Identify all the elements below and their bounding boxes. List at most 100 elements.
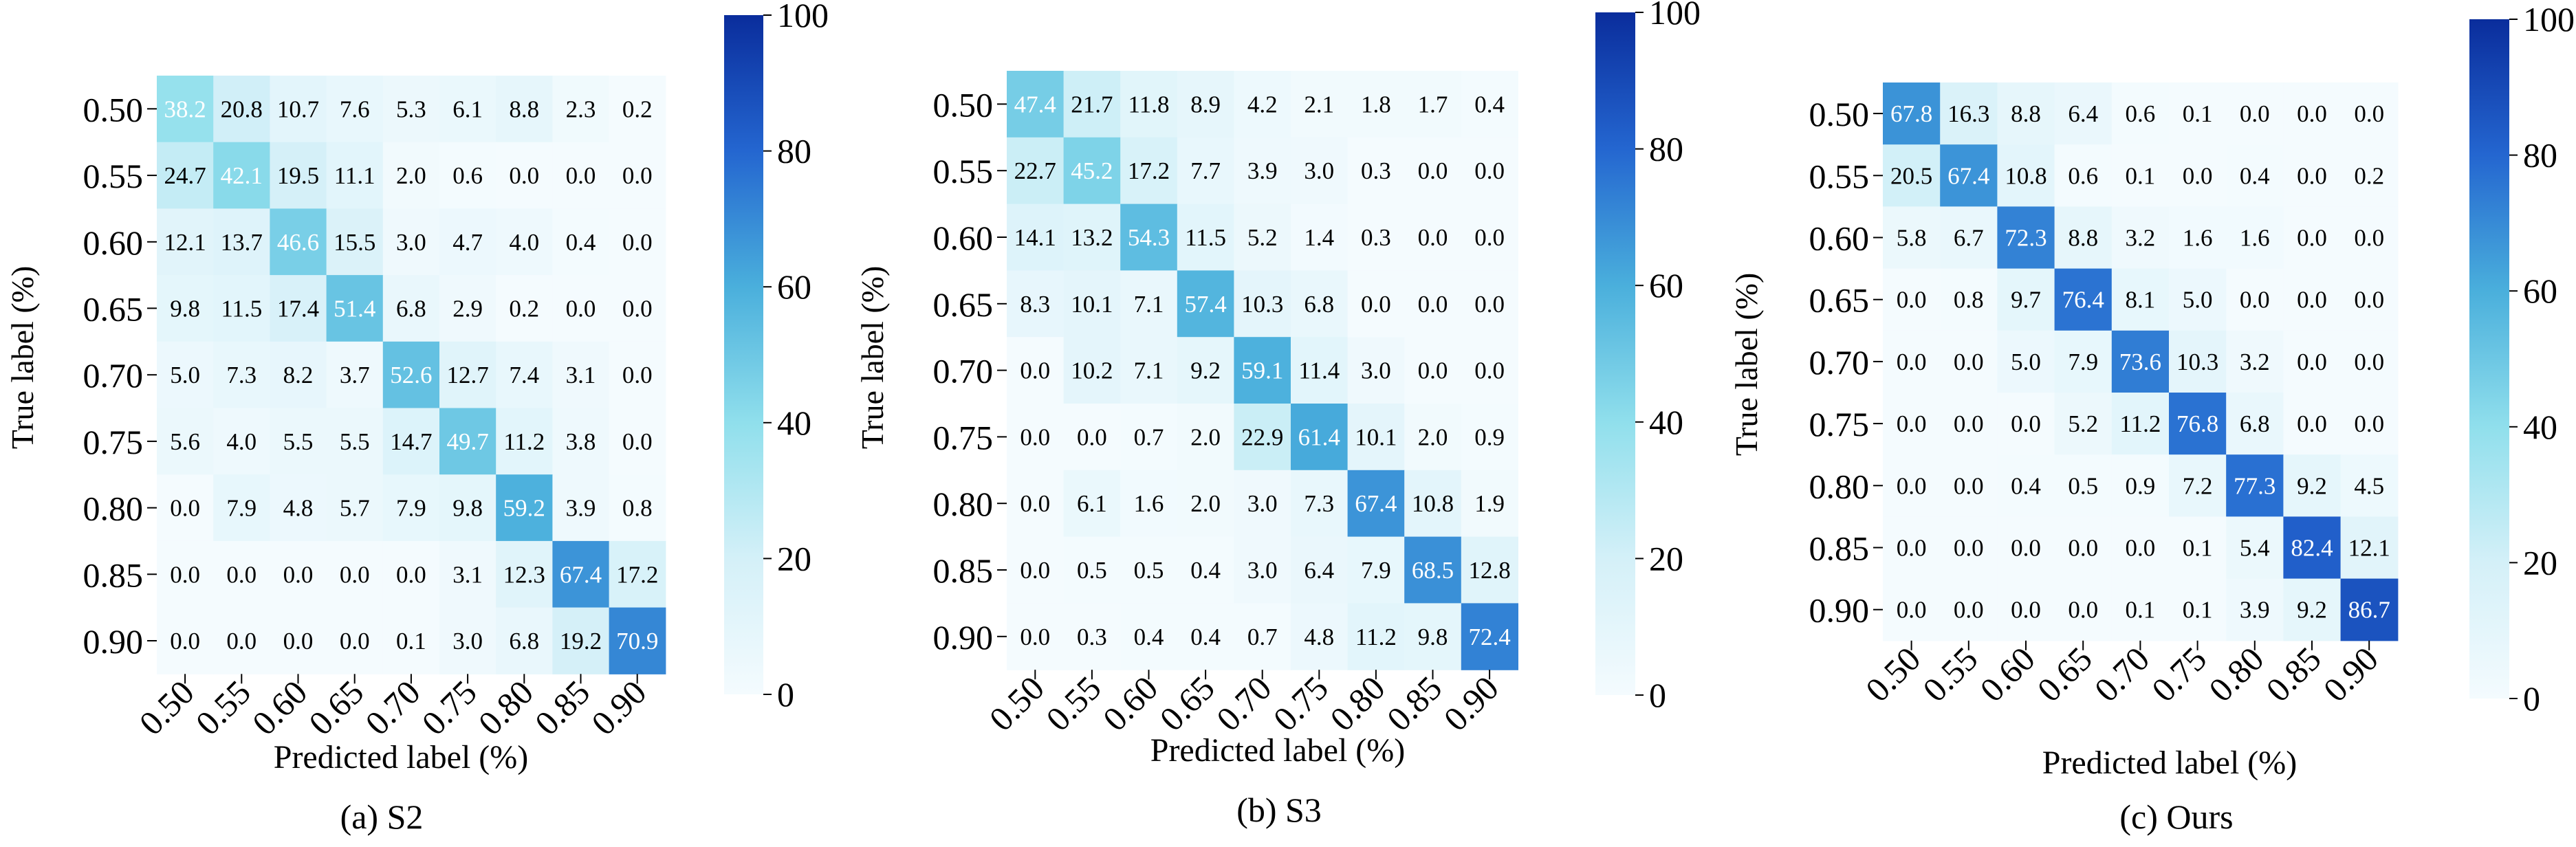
cell-value-label: 47.4 bbox=[1014, 91, 1056, 118]
heatmap-cell bbox=[326, 208, 384, 276]
cell-value-label: 0.0 bbox=[1897, 410, 1927, 437]
heatmap-cell bbox=[382, 540, 440, 608]
heatmap-cell bbox=[1177, 536, 1234, 604]
cell-value-label: 0.6 bbox=[2126, 100, 2156, 127]
cell-value-label: 0.7 bbox=[1134, 424, 1164, 450]
cell-value-label: 0.4 bbox=[2240, 162, 2270, 189]
x-tick-label: 0.50 bbox=[982, 668, 1051, 738]
cell-value-label: 2.3 bbox=[566, 96, 596, 122]
heatmap-cell bbox=[270, 474, 327, 542]
heatmap-cells-c: 67.8 16.3 8.8 6.4 0.6 0.1 0.0 0.0 0.0 20.5 67.4 10.… bbox=[1883, 82, 2399, 641]
cell-value-label: 72.3 bbox=[2005, 225, 2046, 252]
x-tick-label: 0.70 bbox=[1209, 668, 1278, 738]
cell-value-label: 2.0 bbox=[396, 162, 426, 189]
heatmap-cell bbox=[2054, 82, 2113, 145]
cell-value-label: 52.6 bbox=[390, 362, 432, 388]
cell-value-label: 0.0 bbox=[283, 628, 314, 654]
heatmap-cell bbox=[1940, 82, 1998, 145]
heatmap-cell bbox=[157, 474, 214, 542]
cell-value-label: 5.5 bbox=[340, 428, 370, 455]
heatmap-cell bbox=[496, 76, 553, 143]
colorbar-tick-label: 20 bbox=[777, 539, 811, 578]
cell-value-label: 0.0 bbox=[1474, 291, 1505, 318]
heatmap-cell bbox=[2111, 82, 2170, 145]
heatmap-cell bbox=[1007, 270, 1065, 338]
heatmap-cell bbox=[1007, 470, 1065, 538]
cell-value-label: 11.5 bbox=[1185, 224, 1226, 251]
heatmap-cell bbox=[552, 474, 610, 542]
cell-value-label: 67.8 bbox=[1890, 100, 1932, 127]
cell-value-label: 3.0 bbox=[1361, 358, 1391, 384]
cell-value-label: 0.0 bbox=[1020, 424, 1050, 450]
y-tick-label: 0.75 bbox=[83, 423, 144, 461]
cell-value-label: 1.7 bbox=[1418, 91, 1448, 118]
cell-value-label: 0.0 bbox=[622, 296, 653, 322]
heatmap-cell bbox=[1883, 144, 1941, 207]
cell-value-label: 67.4 bbox=[1947, 162, 1989, 189]
cell-value-label: 0.0 bbox=[340, 628, 370, 654]
cell-value-label: 0.1 bbox=[2126, 162, 2156, 189]
heatmap-cell bbox=[2283, 393, 2342, 455]
heatmap-cell bbox=[2283, 516, 2342, 580]
heatmap-cell bbox=[2054, 144, 2113, 207]
heatmap-cell bbox=[1461, 137, 1518, 205]
cell-value-label: 0.4 bbox=[2011, 472, 2041, 499]
cell-value-label: 5.5 bbox=[283, 428, 314, 455]
heatmap-cell bbox=[2169, 330, 2227, 393]
heatmap-cell bbox=[552, 540, 610, 608]
x-tick-labels-a: 0.500.550.600.650.700.750.800.850.90 bbox=[131, 672, 653, 742]
cell-value-label: 0.4 bbox=[1474, 91, 1505, 118]
cell-value-label: 0.0 bbox=[1361, 291, 1391, 318]
cell-value-label: 3.7 bbox=[340, 362, 370, 388]
heatmap-cell bbox=[270, 607, 327, 674]
heatmap-cell bbox=[2054, 578, 2113, 641]
cell-value-label: 20.5 bbox=[1890, 162, 1932, 189]
heatmap-cell bbox=[439, 607, 496, 674]
heatmap-cell bbox=[1404, 404, 1462, 471]
heatmap-cell bbox=[496, 275, 553, 342]
cell-value-label: 57.4 bbox=[1184, 291, 1226, 318]
heatmap-cell bbox=[2226, 393, 2284, 455]
cell-value-label: 0.4 bbox=[1190, 624, 1221, 650]
heatmap-cell bbox=[1063, 71, 1121, 138]
heatmap-cell bbox=[2226, 578, 2284, 641]
cell-value-label: 0.0 bbox=[622, 229, 653, 256]
heatmap-cell bbox=[1120, 603, 1178, 670]
cell-value-label: 3.1 bbox=[452, 561, 483, 588]
cell-value-label: 0.0 bbox=[2068, 597, 2098, 624]
heatmap-cell bbox=[326, 275, 384, 342]
heatmap-cell bbox=[270, 76, 327, 143]
heatmap-cell bbox=[552, 142, 610, 209]
y-tick-label: 0.90 bbox=[933, 618, 994, 657]
cell-value-label: 0.0 bbox=[1954, 410, 1984, 437]
y-tick-labels-b: 0.50 0.55 0.60 0.65 0.70 0.75 0.80 0.85 0.90 bbox=[933, 85, 1007, 657]
heatmap-cell bbox=[1120, 71, 1178, 138]
heatmap-cell bbox=[382, 607, 440, 674]
cell-value-label: 0.0 bbox=[2354, 349, 2384, 375]
heatmap-cell bbox=[609, 408, 666, 475]
heatmap-cell bbox=[270, 275, 327, 342]
heatmap-cell bbox=[1234, 337, 1291, 404]
heatmap-cell bbox=[1997, 144, 2055, 207]
y-tick-label: 0.65 bbox=[933, 285, 994, 324]
cell-value-label: 77.3 bbox=[2234, 472, 2275, 499]
cell-value-label: 42.1 bbox=[221, 162, 263, 189]
heatmap-cell bbox=[1404, 137, 1462, 205]
heatmap-cell bbox=[157, 76, 214, 143]
cell-value-label: 10.8 bbox=[2005, 162, 2046, 189]
x-tick-label: 0.85 bbox=[2258, 639, 2328, 709]
heatmap-cell bbox=[326, 408, 384, 475]
heatmap-cell bbox=[1177, 470, 1234, 538]
x-tick-label: 0.75 bbox=[414, 672, 483, 742]
cell-value-label: 0.4 bbox=[566, 229, 596, 256]
y-tick-label: 0.65 bbox=[83, 289, 144, 328]
heatmap-cell bbox=[2340, 82, 2399, 145]
heatmap-cell bbox=[382, 408, 440, 475]
heatmap-cell bbox=[1997, 330, 2055, 393]
cell-value-label: 0.0 bbox=[2240, 100, 2270, 127]
colorbar-tick-label: 40 bbox=[2523, 408, 2557, 446]
colorbar-ticks-a: 0 20 40 60 80 100 bbox=[763, 0, 829, 714]
heatmap-cell bbox=[2169, 516, 2227, 580]
cell-value-label: 45.2 bbox=[1071, 157, 1113, 184]
cell-value-label: 67.4 bbox=[1355, 490, 1397, 517]
